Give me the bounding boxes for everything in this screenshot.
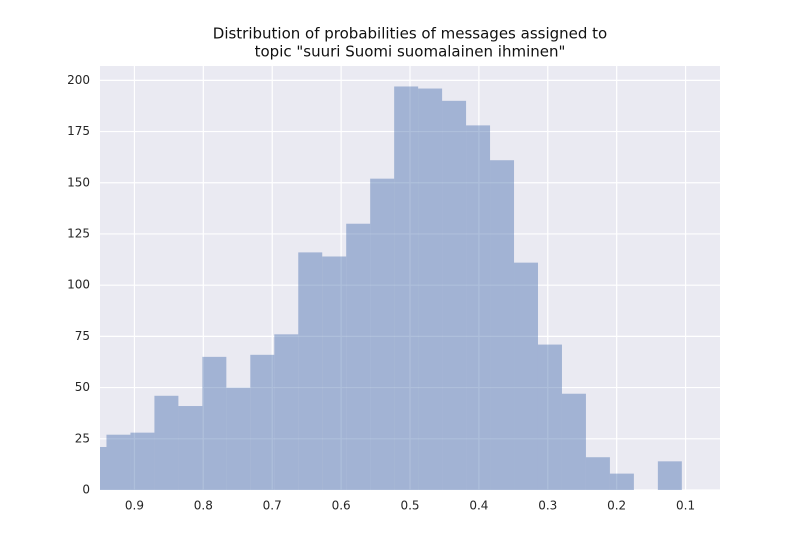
bar [106, 434, 131, 490]
y-tick-label: 200 [67, 73, 90, 87]
x-tick-label: 0.8 [194, 499, 213, 513]
y-tick-label: 100 [67, 278, 90, 292]
chart-title: topic "suuri Suomi suomalainen ihminen" [255, 43, 566, 61]
bar [561, 393, 586, 490]
bar [466, 125, 491, 490]
x-tick-label: 0.5 [400, 499, 419, 513]
bar [585, 457, 610, 490]
bar [442, 100, 467, 490]
bar [130, 432, 155, 490]
bar [370, 178, 395, 490]
x-tick-label: 0.3 [538, 499, 557, 513]
chart-title: Distribution of probabilities of message… [213, 25, 607, 43]
y-tick-label: 50 [75, 380, 90, 394]
bars [100, 86, 682, 490]
bar [154, 395, 179, 490]
bar [514, 262, 538, 490]
x-tick-label: 0.6 [332, 499, 351, 513]
x-tick-label: 0.1 [676, 499, 695, 513]
x-tick-label: 0.7 [263, 499, 282, 513]
bar [537, 344, 562, 490]
bar [418, 88, 443, 490]
y-tick-label: 175 [67, 124, 90, 138]
bar [250, 354, 275, 490]
bar [226, 387, 251, 490]
bar [490, 160, 515, 490]
bar [322, 256, 347, 490]
bar [298, 252, 323, 490]
bar [346, 223, 371, 490]
bar [202, 356, 227, 490]
bar [394, 86, 419, 490]
x-tick-label: 0.4 [469, 499, 488, 513]
y-tick-label: 25 [75, 431, 90, 445]
x-tick-label: 0.2 [607, 499, 626, 513]
y-tick-label: 125 [67, 226, 90, 240]
y-tick-label: 75 [75, 329, 90, 343]
bar [100, 446, 107, 490]
bar [609, 473, 634, 490]
bar [274, 334, 299, 490]
bar [178, 406, 203, 490]
x-tick-label: 0.9 [125, 499, 144, 513]
y-tick-label: 150 [67, 175, 90, 189]
bar [657, 461, 682, 490]
y-tick-label: 0 [82, 483, 90, 497]
